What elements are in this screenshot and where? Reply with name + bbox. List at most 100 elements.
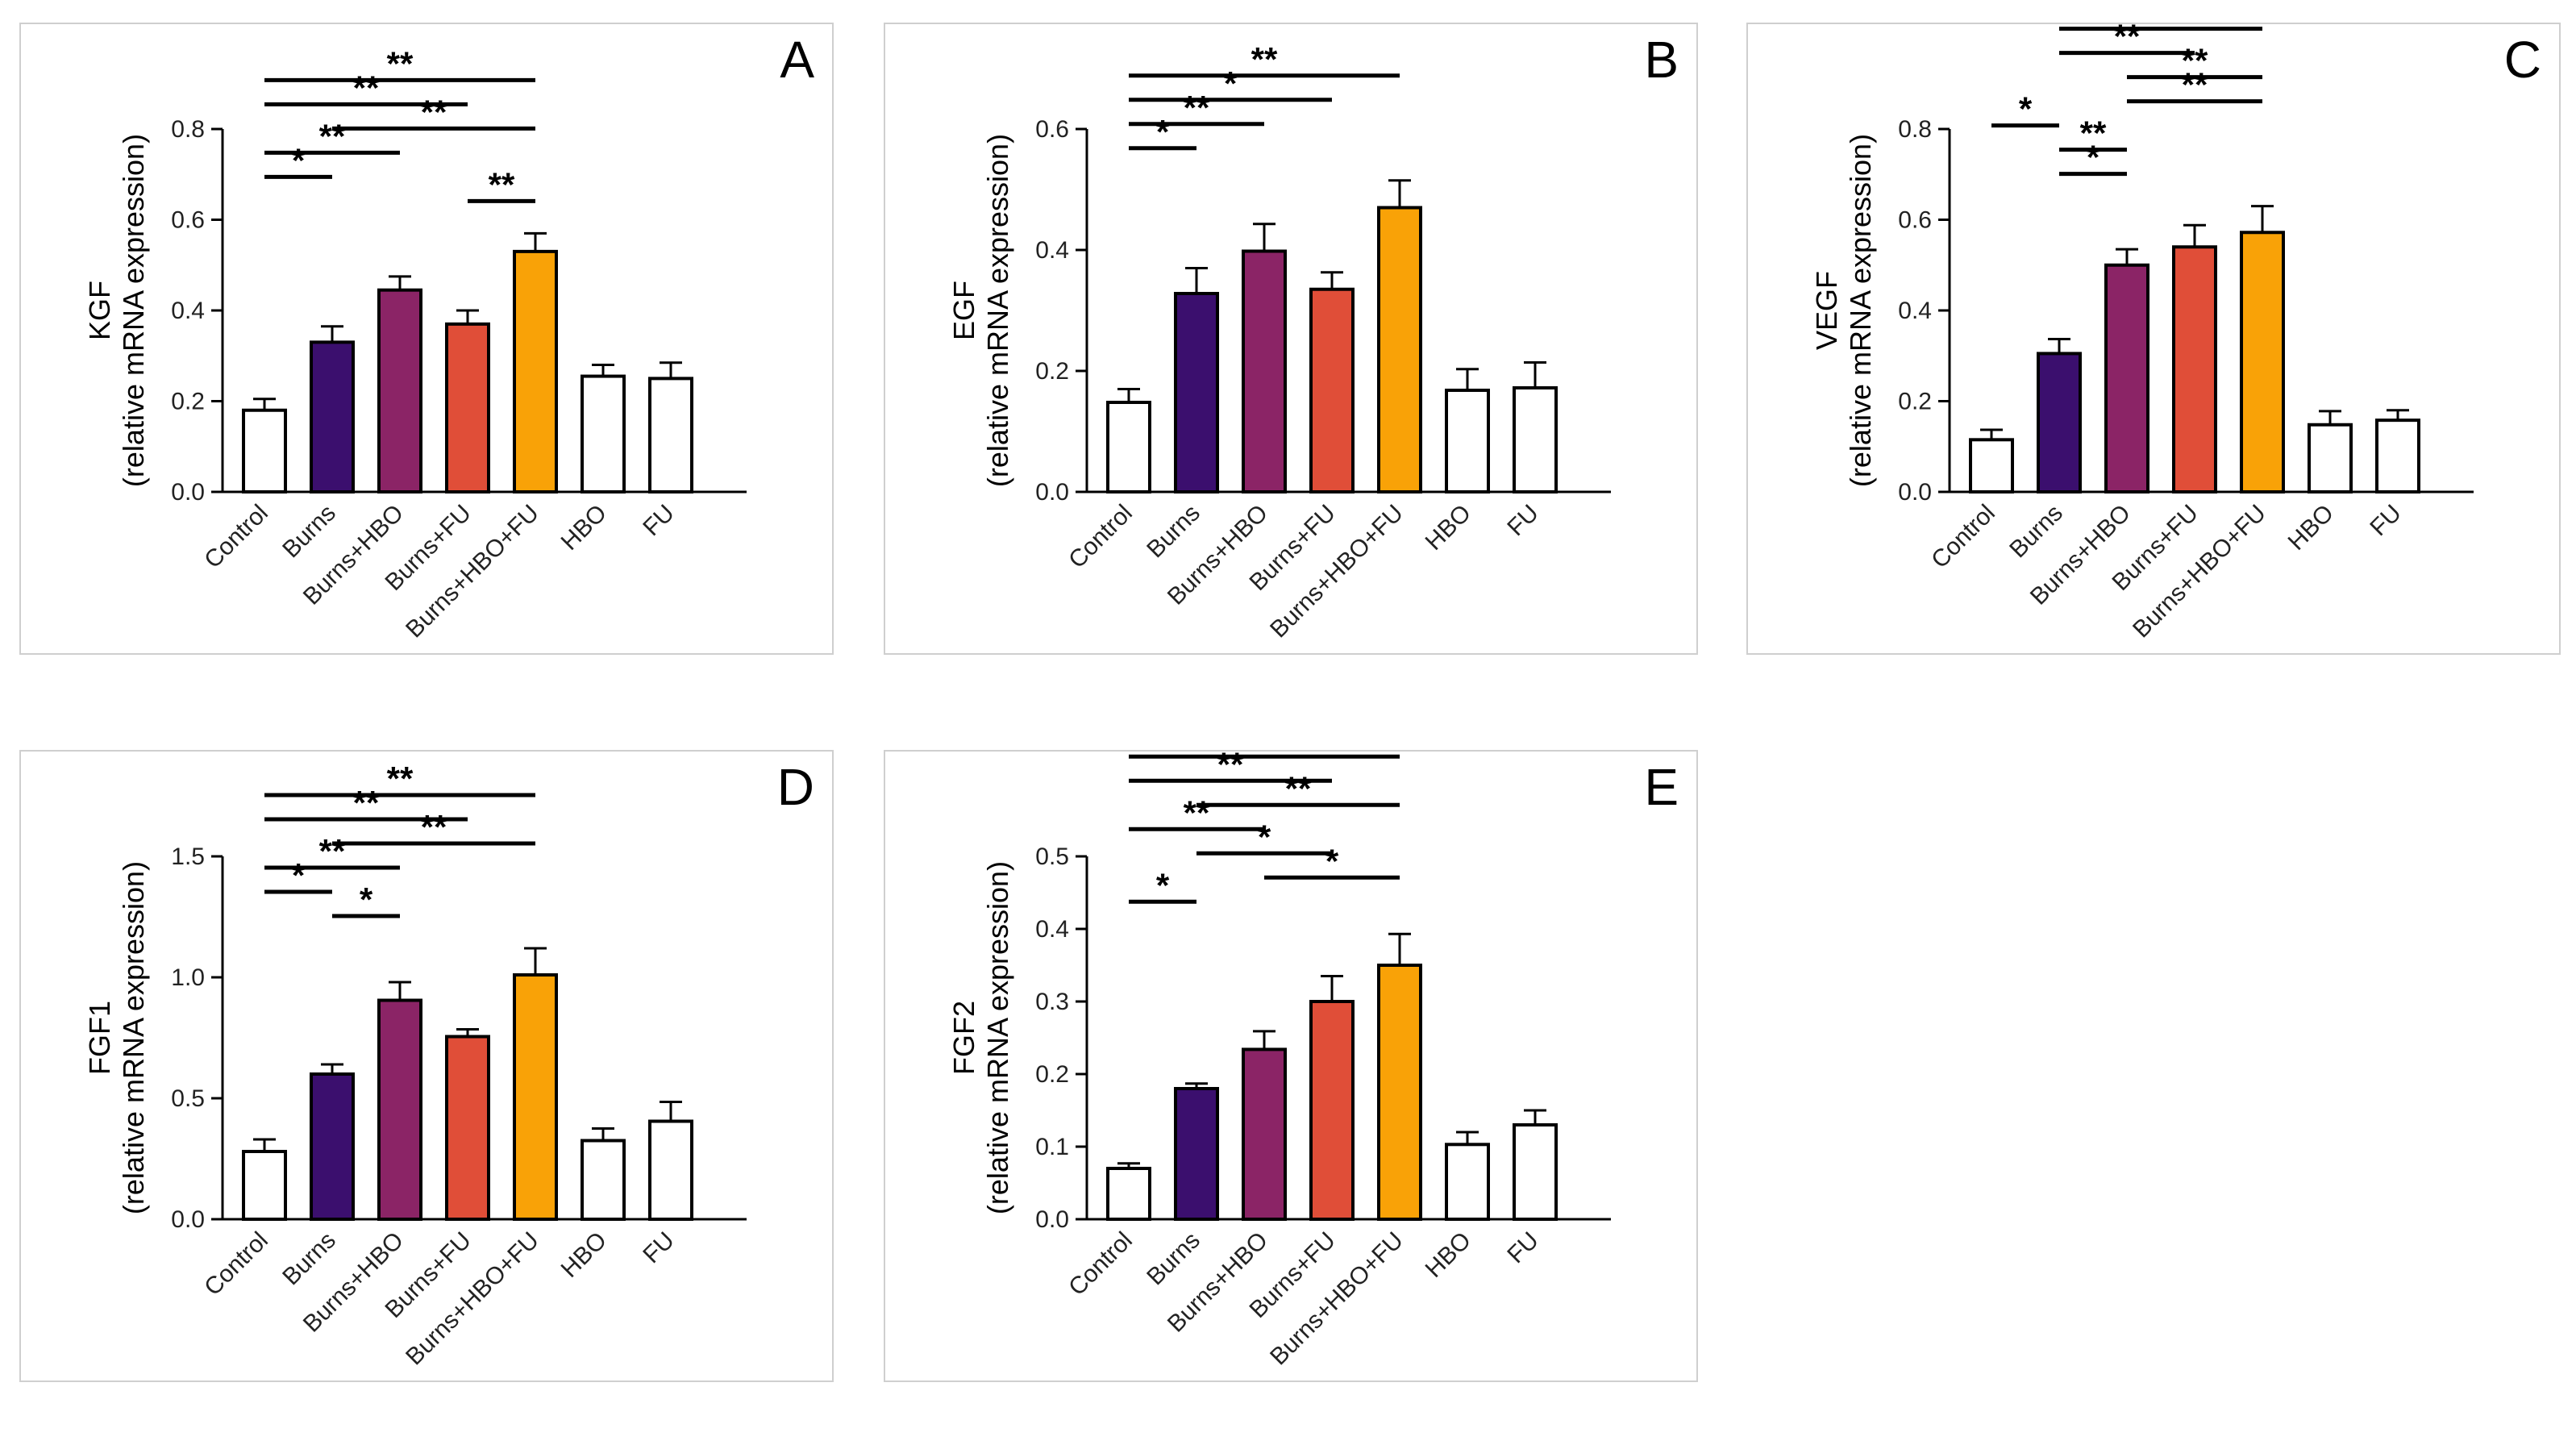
significance-label: ** (1184, 793, 1210, 831)
x-tick-label: HBO (2283, 500, 2339, 556)
y-axis-subtitle: (relative mRNA expression) (981, 861, 1014, 1214)
bar (2104, 263, 2149, 493)
bar (513, 249, 558, 493)
chart-panel-e: 0.0 0.1 0.2 0.3 0.4 0.5 FGF2 (relative mRNA exp… (884, 750, 1698, 1382)
significance-label: * (292, 141, 306, 179)
y-tick-label: 0.6 (1035, 116, 1069, 143)
y-tick-label: 0.6 (171, 207, 205, 234)
significance-label: ** (1184, 89, 1210, 127)
significance-label: ** (2148, 24, 2174, 31)
bar (242, 1150, 287, 1221)
y-tick-label: 0.4 (1035, 916, 1069, 943)
significance-label: * (360, 881, 373, 918)
y-axis-subtitle: (relative mRNA expression) (1844, 134, 1877, 487)
chart-svg: 0.0 0.2 0.4 0.6 0.8 KGF (relative mRNA express… (83, 44, 747, 643)
y-tick-label: 0.4 (1898, 298, 1932, 324)
y-tick-label: 0.2 (1898, 389, 1932, 415)
significance-label: ** (489, 165, 515, 203)
y-axis-title: KGF (83, 281, 116, 340)
bar (648, 377, 693, 493)
significance-label: ** (319, 832, 346, 870)
y-axis-title: FGF2 (947, 1001, 980, 1075)
chart-svg: 0.0 0.2 0.4 0.6 0.8 VEGF (relative mRNA expres… (1810, 24, 2474, 643)
significance-label: * (1258, 818, 1271, 856)
y-tick-label: 0.8 (1898, 116, 1932, 143)
y-tick-label: 0.4 (1035, 237, 1069, 264)
x-tick-label: Control (1926, 500, 2000, 574)
significance-label: ** (387, 760, 414, 797)
chart-panel-b: 0.0 0.2 0.4 0.6 EGF (relative mRNA expression… (884, 23, 1698, 655)
x-tick-label: FU (638, 1227, 680, 1269)
y-axis-subtitle: (relative mRNA expression) (117, 861, 150, 1214)
bar (513, 973, 558, 1221)
y-tick-label: 0.5 (1035, 843, 1069, 870)
bar (1513, 1123, 1558, 1221)
significance-label: * (1224, 65, 1238, 102)
y-tick-label: 0.6 (1898, 207, 1932, 234)
significance-label: * (1325, 842, 1339, 880)
x-tick-label: Burns (277, 500, 341, 564)
x-tick-label: HBO (1421, 500, 1476, 556)
significance-label: ** (2080, 115, 2107, 152)
bar (1513, 386, 1558, 493)
bar (1174, 1087, 1219, 1221)
x-tick-label: Burns (277, 1227, 341, 1291)
x-tick-label: Control (199, 500, 273, 574)
significance-label: ** (2182, 66, 2208, 104)
y-tick-label: 0.0 (1035, 1206, 1069, 1233)
x-tick-label: Burns (1142, 500, 1205, 564)
bar (1106, 401, 1151, 493)
bar (445, 322, 490, 493)
y-tick-label: 1.5 (171, 843, 205, 870)
y-tick-label: 0.4 (171, 298, 205, 324)
chart-panel-d: 0.0 0.5 1.0 1.5 FGF1 (relative mRNA expressio… (19, 750, 834, 1382)
chart-panel-c: 0.0 0.2 0.4 0.6 0.8 VEGF (relative mRNA expres… (1746, 23, 2561, 655)
bar (1377, 206, 1422, 493)
significance-label: ** (387, 44, 414, 82)
bar (1377, 964, 1422, 1221)
x-tick-label: Control (1063, 1227, 1138, 1301)
bar (445, 1035, 490, 1221)
x-tick-label: FU (1502, 1227, 1544, 1269)
x-tick-label: FU (638, 500, 680, 542)
bar (377, 998, 422, 1221)
y-axis-title: VEGF (1810, 271, 1843, 350)
y-tick-label: 0.3 (1035, 989, 1069, 1015)
bar (1309, 1000, 1355, 1221)
y-tick-label: 0.2 (171, 389, 205, 415)
bar (581, 374, 626, 493)
bar (1445, 389, 1490, 493)
chart-panel-a: 0.0 0.2 0.4 0.6 0.8 KGF (relative mRNA express… (19, 23, 834, 655)
y-tick-label: 0.0 (171, 479, 205, 506)
chart-svg: 0.0 0.2 0.4 0.6 EGF (relative mRNA expression… (947, 40, 1611, 643)
bar (2375, 419, 2420, 493)
y-tick-label: 0.2 (1035, 358, 1069, 385)
panel-letter: A (780, 31, 814, 89)
panel-letter: B (1644, 31, 1679, 89)
bar (581, 1139, 626, 1221)
x-tick-label: Burns (2004, 500, 2068, 564)
x-tick-label: HBO (556, 1227, 612, 1283)
y-axis-subtitle: (relative mRNA expression) (117, 134, 150, 487)
significance-label: ** (1285, 769, 1312, 807)
significance-label: ** (353, 784, 380, 822)
y-tick-label: 0.8 (171, 116, 205, 143)
significance-label: * (1156, 866, 1170, 904)
y-tick-label: 0.5 (171, 1085, 205, 1112)
bar (242, 408, 287, 493)
bar (648, 1119, 693, 1221)
significance-label: ** (353, 69, 380, 106)
bar (1174, 292, 1219, 493)
bar (2172, 245, 2217, 493)
y-tick-label: 1.0 (171, 964, 205, 991)
bar (2308, 423, 2353, 493)
significance-label: ** (421, 93, 447, 131)
bar (310, 1072, 355, 1221)
x-tick-label: HBO (556, 500, 612, 556)
bar (2037, 352, 2082, 493)
panel-letter: D (776, 758, 814, 816)
significance-label: ** (421, 808, 447, 846)
x-tick-label: HBO (1421, 1227, 1476, 1283)
y-tick-label: 0.2 (1035, 1061, 1069, 1088)
y-axis-title: EGF (947, 281, 980, 340)
